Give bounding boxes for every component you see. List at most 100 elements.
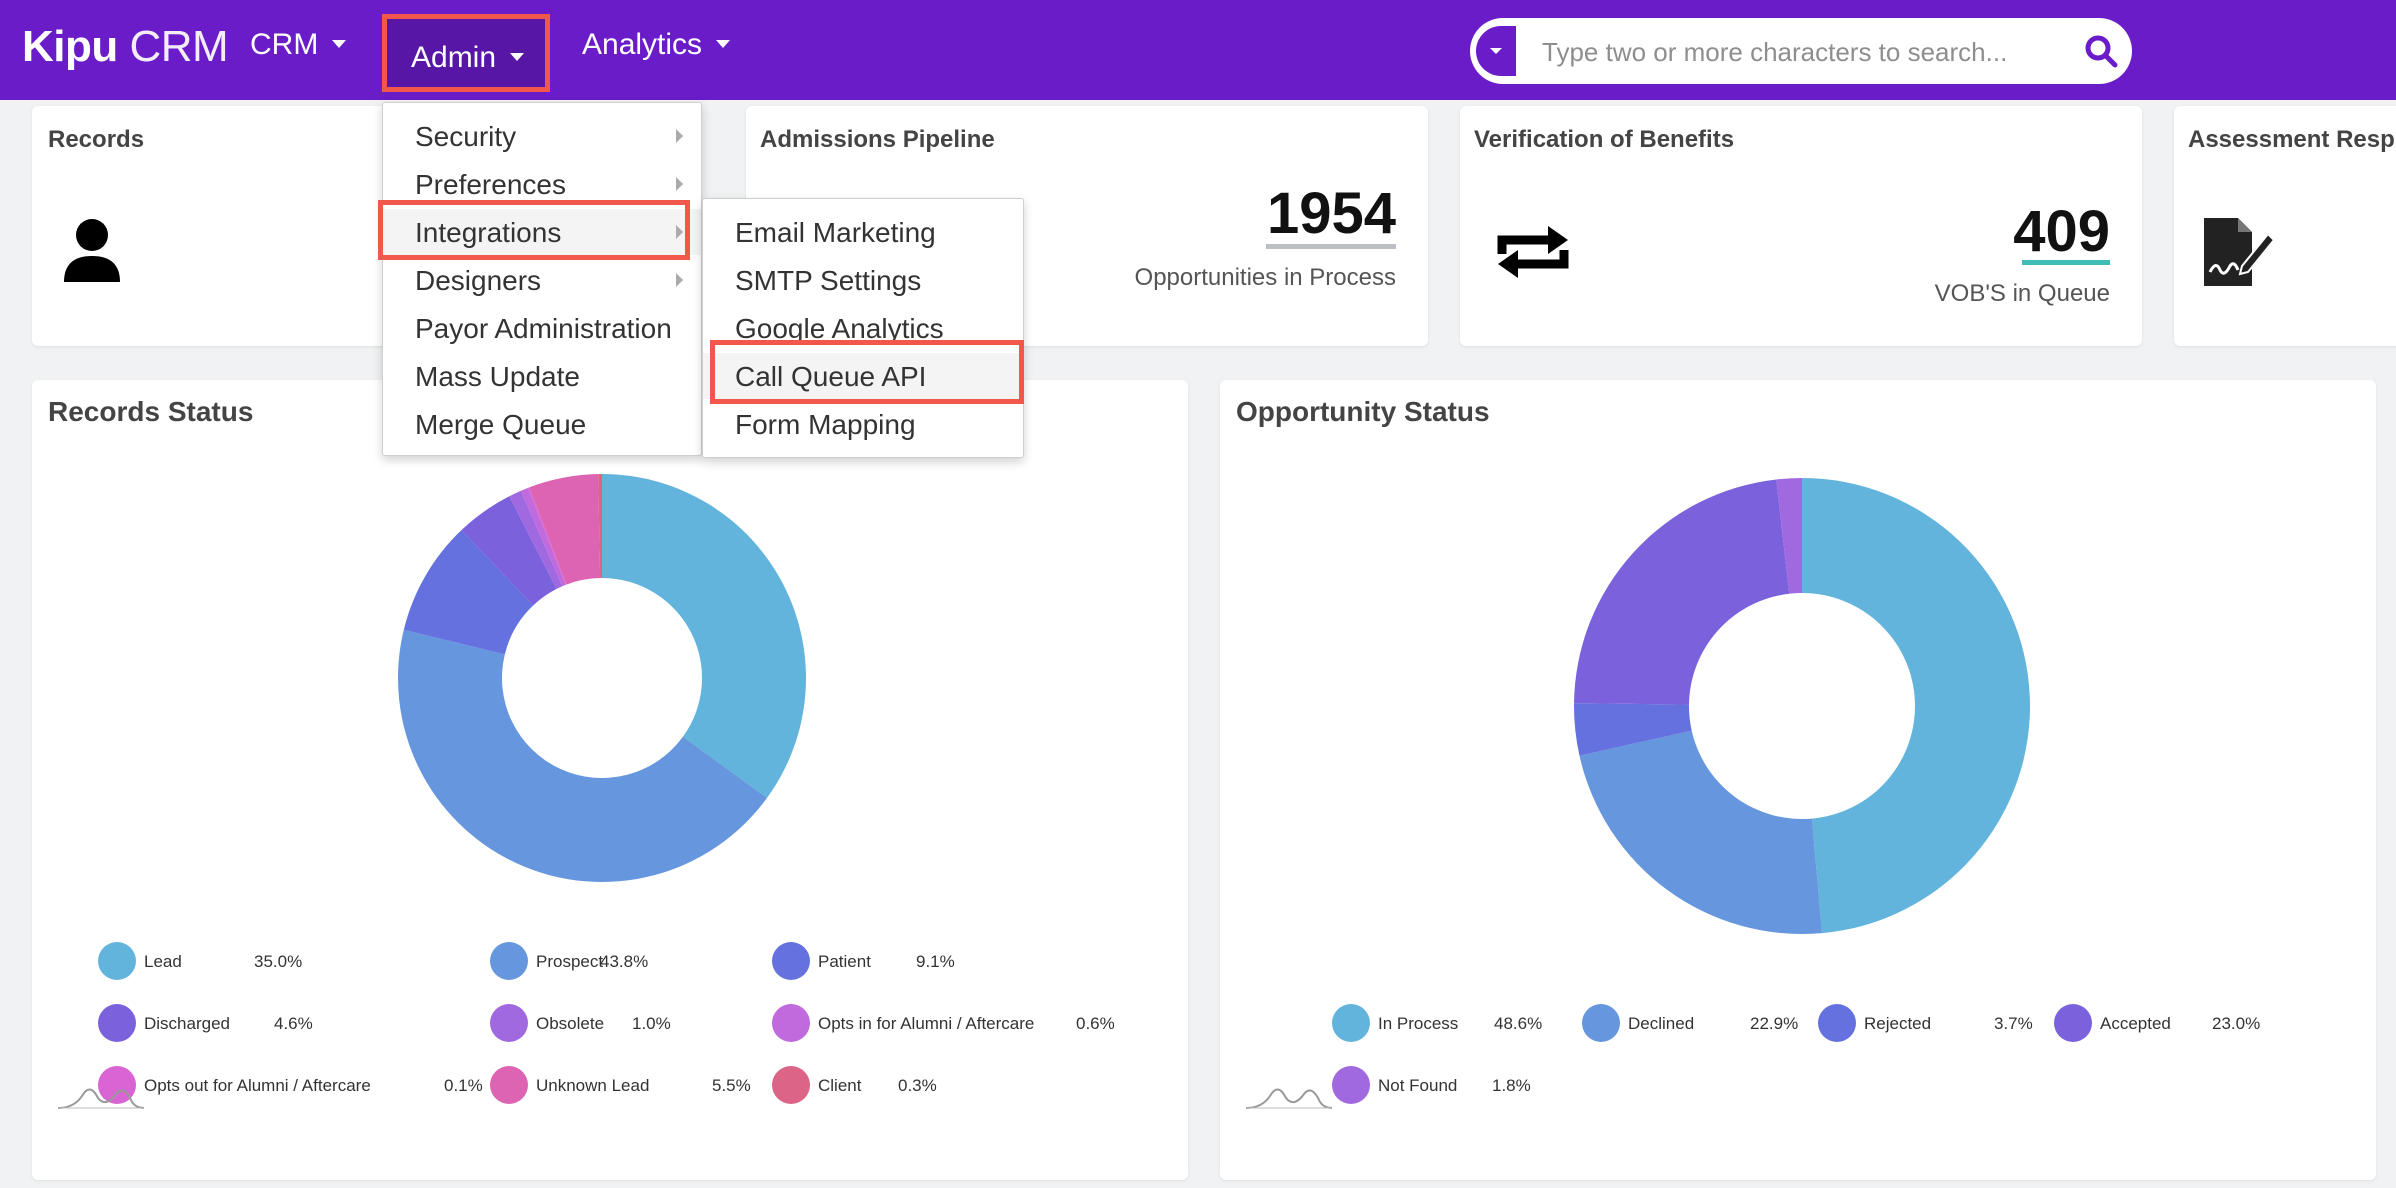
records-status-donut-chart[interactable] bbox=[392, 468, 812, 888]
legend-percent: 1.0% bbox=[632, 1014, 671, 1033]
opportunity-slice-in-process[interactable] bbox=[1802, 478, 2031, 934]
pipeline-label: Opportunities in Process bbox=[1134, 264, 1396, 291]
signed-document-icon bbox=[2204, 218, 2276, 286]
menu-item-security[interactable]: Security bbox=[383, 113, 701, 159]
brand-logo[interactable]: Kipu CRM bbox=[22, 22, 229, 71]
records-slice-obsolete[interactable] bbox=[509, 490, 563, 589]
repeat-icon bbox=[1497, 226, 1569, 278]
legend-label: Rejected bbox=[1864, 1014, 1932, 1033]
legend-label: Lead bbox=[144, 952, 182, 971]
caret-down-icon bbox=[1490, 48, 1502, 54]
menu-item-form-mapping[interactable]: Form Mapping bbox=[735, 409, 916, 440]
legend-percent: 43.8% bbox=[600, 952, 649, 971]
user-icon bbox=[64, 219, 120, 282]
legend-swatch bbox=[2054, 1004, 2092, 1042]
integrations-submenu: Email Marketing SMTP Settings Google Ana… bbox=[702, 198, 1024, 458]
integrations-highlight bbox=[378, 200, 690, 260]
menu-item-email-marketing[interactable]: Email Marketing bbox=[735, 217, 936, 248]
global-search bbox=[1470, 18, 2132, 84]
admin-dropdown-menu: Security Preferences Integrations Design… bbox=[382, 102, 702, 456]
legend-label: Opts out for Alumni / Aftercare bbox=[144, 1076, 371, 1095]
assessment-card[interactable]: Assessment Resp bbox=[2174, 106, 2396, 346]
records-slice-opts-out-for-alumni-aftercare[interactable] bbox=[528, 487, 567, 585]
vob-label: VOB'S in Queue bbox=[1934, 280, 2110, 307]
legend-percent: 23.0% bbox=[2212, 1014, 2261, 1033]
records-slice-unknown-lead[interactable] bbox=[529, 474, 601, 585]
legend-percent: 9.1% bbox=[916, 952, 955, 971]
nav-admin-menu[interactable]: Admin bbox=[382, 14, 550, 92]
search-icon[interactable] bbox=[2084, 34, 2118, 68]
records-slice-opts-in-for-alumni-aftercare[interactable] bbox=[520, 487, 566, 587]
records-slice-discharged[interactable] bbox=[461, 496, 557, 606]
nav-crm-label: CRM bbox=[250, 28, 319, 61]
chevron-down-icon bbox=[716, 40, 731, 49]
records-slice-lead[interactable] bbox=[602, 474, 806, 798]
records-status-title: Records Status bbox=[48, 396, 254, 427]
legend-swatch bbox=[1332, 1004, 1370, 1042]
call-queue-api-highlight bbox=[710, 340, 1024, 404]
legend-swatch bbox=[1582, 1004, 1620, 1042]
legend-swatch bbox=[772, 1004, 810, 1042]
legend-percent: 48.6% bbox=[1494, 1014, 1543, 1033]
vob-card[interactable]: Verification of Benefits 409 VOB'S in Qu… bbox=[1460, 106, 2142, 346]
nav-crm-menu[interactable]: CRM bbox=[250, 28, 347, 62]
chevron-right-icon bbox=[676, 177, 683, 191]
legend-swatch bbox=[98, 942, 136, 980]
legend-swatch bbox=[1332, 1066, 1370, 1104]
chevron-right-icon bbox=[676, 129, 683, 143]
opportunity-slice-accepted[interactable] bbox=[1574, 479, 1790, 705]
pipeline-card-title: Admissions Pipeline bbox=[760, 126, 995, 153]
opportunity-status-panel: Opportunity Status In Process 48.6% Declin… bbox=[1220, 380, 2376, 1180]
legend-swatch bbox=[490, 1066, 528, 1104]
records-card[interactable]: Records bbox=[32, 106, 432, 346]
sparkline-icon bbox=[57, 1088, 145, 1109]
legend-label: Client bbox=[818, 1076, 862, 1095]
pipeline-underline bbox=[1266, 244, 1396, 249]
legend-swatch bbox=[98, 1004, 136, 1042]
assessment-card-title: Assessment Resp bbox=[2188, 126, 2395, 153]
records-slice-prospect[interactable] bbox=[397, 629, 768, 883]
chevron-down-icon bbox=[510, 53, 525, 62]
legend-swatch bbox=[772, 942, 810, 980]
menu-item-google-analytics[interactable]: Google Analytics bbox=[735, 313, 944, 344]
legend-percent: 0.6% bbox=[1076, 1014, 1115, 1033]
records-slice-patient[interactable] bbox=[403, 530, 534, 655]
records-card-title: Records bbox=[48, 126, 145, 153]
legend-percent: 22.9% bbox=[1750, 1014, 1799, 1033]
legend-percent: 5.5% bbox=[712, 1076, 751, 1095]
menu-item-designers[interactable]: Designers bbox=[383, 257, 701, 303]
vob-card-title: Verification of Benefits bbox=[1474, 126, 1735, 153]
menu-item-call-queue-api[interactable]: Call Queue API bbox=[703, 353, 1023, 399]
legend-swatch bbox=[490, 1004, 528, 1042]
sparkline-icon bbox=[1245, 1088, 1333, 1109]
legend-label: Discharged bbox=[144, 1014, 230, 1033]
menu-item-merge-queue[interactable]: Merge Queue bbox=[415, 409, 587, 440]
records-slice-client[interactable] bbox=[598, 474, 602, 579]
chevron-right-icon bbox=[676, 273, 683, 287]
menu-item-mass-update[interactable]: Mass Update bbox=[415, 361, 580, 392]
menu-item-smtp-settings[interactable]: SMTP Settings bbox=[735, 265, 922, 296]
legend-percent: 3.7% bbox=[1994, 1014, 2033, 1033]
menu-item-preferences[interactable]: Preferences bbox=[383, 161, 701, 207]
menu-item-payor-administration[interactable]: Payor Administration bbox=[415, 313, 672, 344]
opportunity-status-donut-chart[interactable] bbox=[1570, 474, 2034, 938]
legend-percent: 1.8% bbox=[1492, 1076, 1531, 1095]
legend-percent: 0.3% bbox=[898, 1076, 937, 1095]
legend-label: Unknown Lead bbox=[536, 1076, 650, 1095]
search-input[interactable] bbox=[1540, 30, 2044, 74]
search-scope-toggle[interactable] bbox=[1476, 26, 1516, 76]
opportunity-slice-rejected[interactable] bbox=[1574, 703, 1692, 756]
menu-item-integrations[interactable]: Integrations bbox=[383, 209, 701, 255]
opportunity-slice-declined[interactable] bbox=[1579, 730, 1823, 934]
legend-swatch bbox=[772, 1066, 810, 1104]
records-status-panel: Records Status Lead 35.0% Prospect 43.8% Pat… bbox=[32, 380, 1188, 1180]
legend-label: Prospect bbox=[536, 952, 604, 971]
legend-label: Obsolete bbox=[536, 1014, 605, 1033]
legend-label: Accepted bbox=[2100, 1014, 2171, 1033]
opportunity-slice-not-found[interactable] bbox=[1776, 478, 1802, 594]
nav-analytics-menu[interactable]: Analytics bbox=[582, 28, 731, 62]
legend-percent: 35.0% bbox=[254, 952, 303, 971]
legend-label: In Process bbox=[1378, 1014, 1459, 1033]
chevron-right-icon bbox=[676, 225, 683, 239]
